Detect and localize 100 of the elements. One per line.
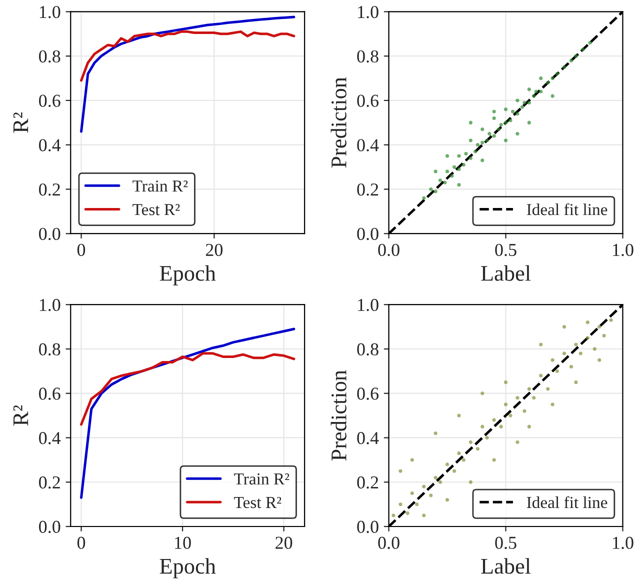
point <box>452 165 456 169</box>
point <box>398 502 402 506</box>
point <box>457 167 461 172</box>
point <box>492 116 496 120</box>
x-tick-label: 0.5 <box>495 244 516 256</box>
point <box>422 514 426 518</box>
legend-label: Test R² <box>234 496 282 508</box>
y-axis-title: Prediction <box>330 77 346 168</box>
point <box>457 182 461 187</box>
point <box>485 138 489 142</box>
point <box>434 476 438 480</box>
x-tick-label: 20 <box>206 244 223 256</box>
point <box>445 498 450 502</box>
point <box>410 491 414 496</box>
y-tick-label: 0.6 <box>357 388 379 400</box>
point <box>504 120 508 124</box>
point <box>550 76 554 80</box>
point <box>539 374 543 378</box>
y-tick-label: 1.0 <box>358 298 378 312</box>
point <box>574 380 578 384</box>
y-axis-title: R² <box>13 405 28 426</box>
point <box>562 352 566 356</box>
y-tick-label: 1.0 <box>40 6 60 18</box>
point <box>516 132 520 136</box>
legend-label: Test R² <box>132 204 180 216</box>
y-tick-label: 0.8 <box>357 50 378 63</box>
point <box>586 320 590 324</box>
x-tick-label: 1.0 <box>613 244 634 256</box>
point <box>508 414 512 418</box>
y-tick-label: 0.4 <box>357 432 379 444</box>
point <box>468 138 473 142</box>
point <box>539 90 543 94</box>
point <box>415 502 419 506</box>
point <box>516 396 520 400</box>
point <box>550 94 554 98</box>
point <box>438 480 442 484</box>
point <box>438 178 442 182</box>
point <box>516 98 520 102</box>
point <box>562 324 566 329</box>
y-tick-label: 1.0 <box>40 298 60 312</box>
point <box>443 180 447 184</box>
x-tick-label: 1.0 <box>613 536 634 550</box>
x-tick-label: 0.0 <box>378 536 400 550</box>
point <box>474 150 478 154</box>
point <box>569 364 574 369</box>
point <box>445 154 450 158</box>
legend-label: Train R² <box>234 473 290 485</box>
point <box>520 105 524 109</box>
point <box>550 402 554 406</box>
point <box>422 484 426 488</box>
point <box>510 110 515 114</box>
point <box>422 196 426 200</box>
y-tick-label: 0.2 <box>357 183 378 196</box>
point <box>457 414 461 418</box>
x-axis-title: Label <box>481 558 531 574</box>
point <box>546 387 550 391</box>
y-tick-label: 0.4 <box>39 139 61 152</box>
point <box>496 127 501 132</box>
point <box>516 112 520 116</box>
point <box>562 65 566 70</box>
point <box>452 469 456 473</box>
point <box>555 72 560 76</box>
line-series <box>80 30 296 82</box>
x-axis-title: Epoch <box>160 558 216 578</box>
y-tick-label: 0.0 <box>39 228 60 240</box>
point <box>504 402 508 406</box>
point <box>406 511 410 516</box>
y-tick-label: 0.0 <box>39 520 60 534</box>
point <box>492 110 496 114</box>
legend-label: Ideal fit line <box>526 496 608 508</box>
point <box>527 100 531 105</box>
x-tick-label: 10 <box>175 536 191 549</box>
point <box>410 458 414 462</box>
point <box>602 334 606 338</box>
y-axis-title: Prediction <box>330 370 346 461</box>
legend-label: Ideal fit line <box>526 203 608 216</box>
point <box>546 80 550 85</box>
point <box>485 436 489 440</box>
y-tick-label: 0.4 <box>357 139 379 152</box>
y-tick-label: 0.0 <box>357 228 378 240</box>
point <box>464 152 468 156</box>
y-tick-label: 0.4 <box>39 432 61 444</box>
point <box>445 170 450 174</box>
point <box>598 358 602 362</box>
point <box>476 143 480 147</box>
point <box>492 418 496 422</box>
point <box>468 440 473 444</box>
point <box>429 494 433 498</box>
point <box>532 94 536 98</box>
point <box>504 138 508 142</box>
x-tick-label: 0.0 <box>378 244 400 256</box>
point <box>539 342 543 346</box>
point <box>516 440 520 444</box>
point <box>457 154 461 158</box>
point <box>468 480 473 484</box>
point <box>429 187 433 192</box>
point <box>508 118 512 122</box>
point <box>480 127 484 132</box>
point <box>480 424 484 428</box>
point <box>434 170 438 174</box>
